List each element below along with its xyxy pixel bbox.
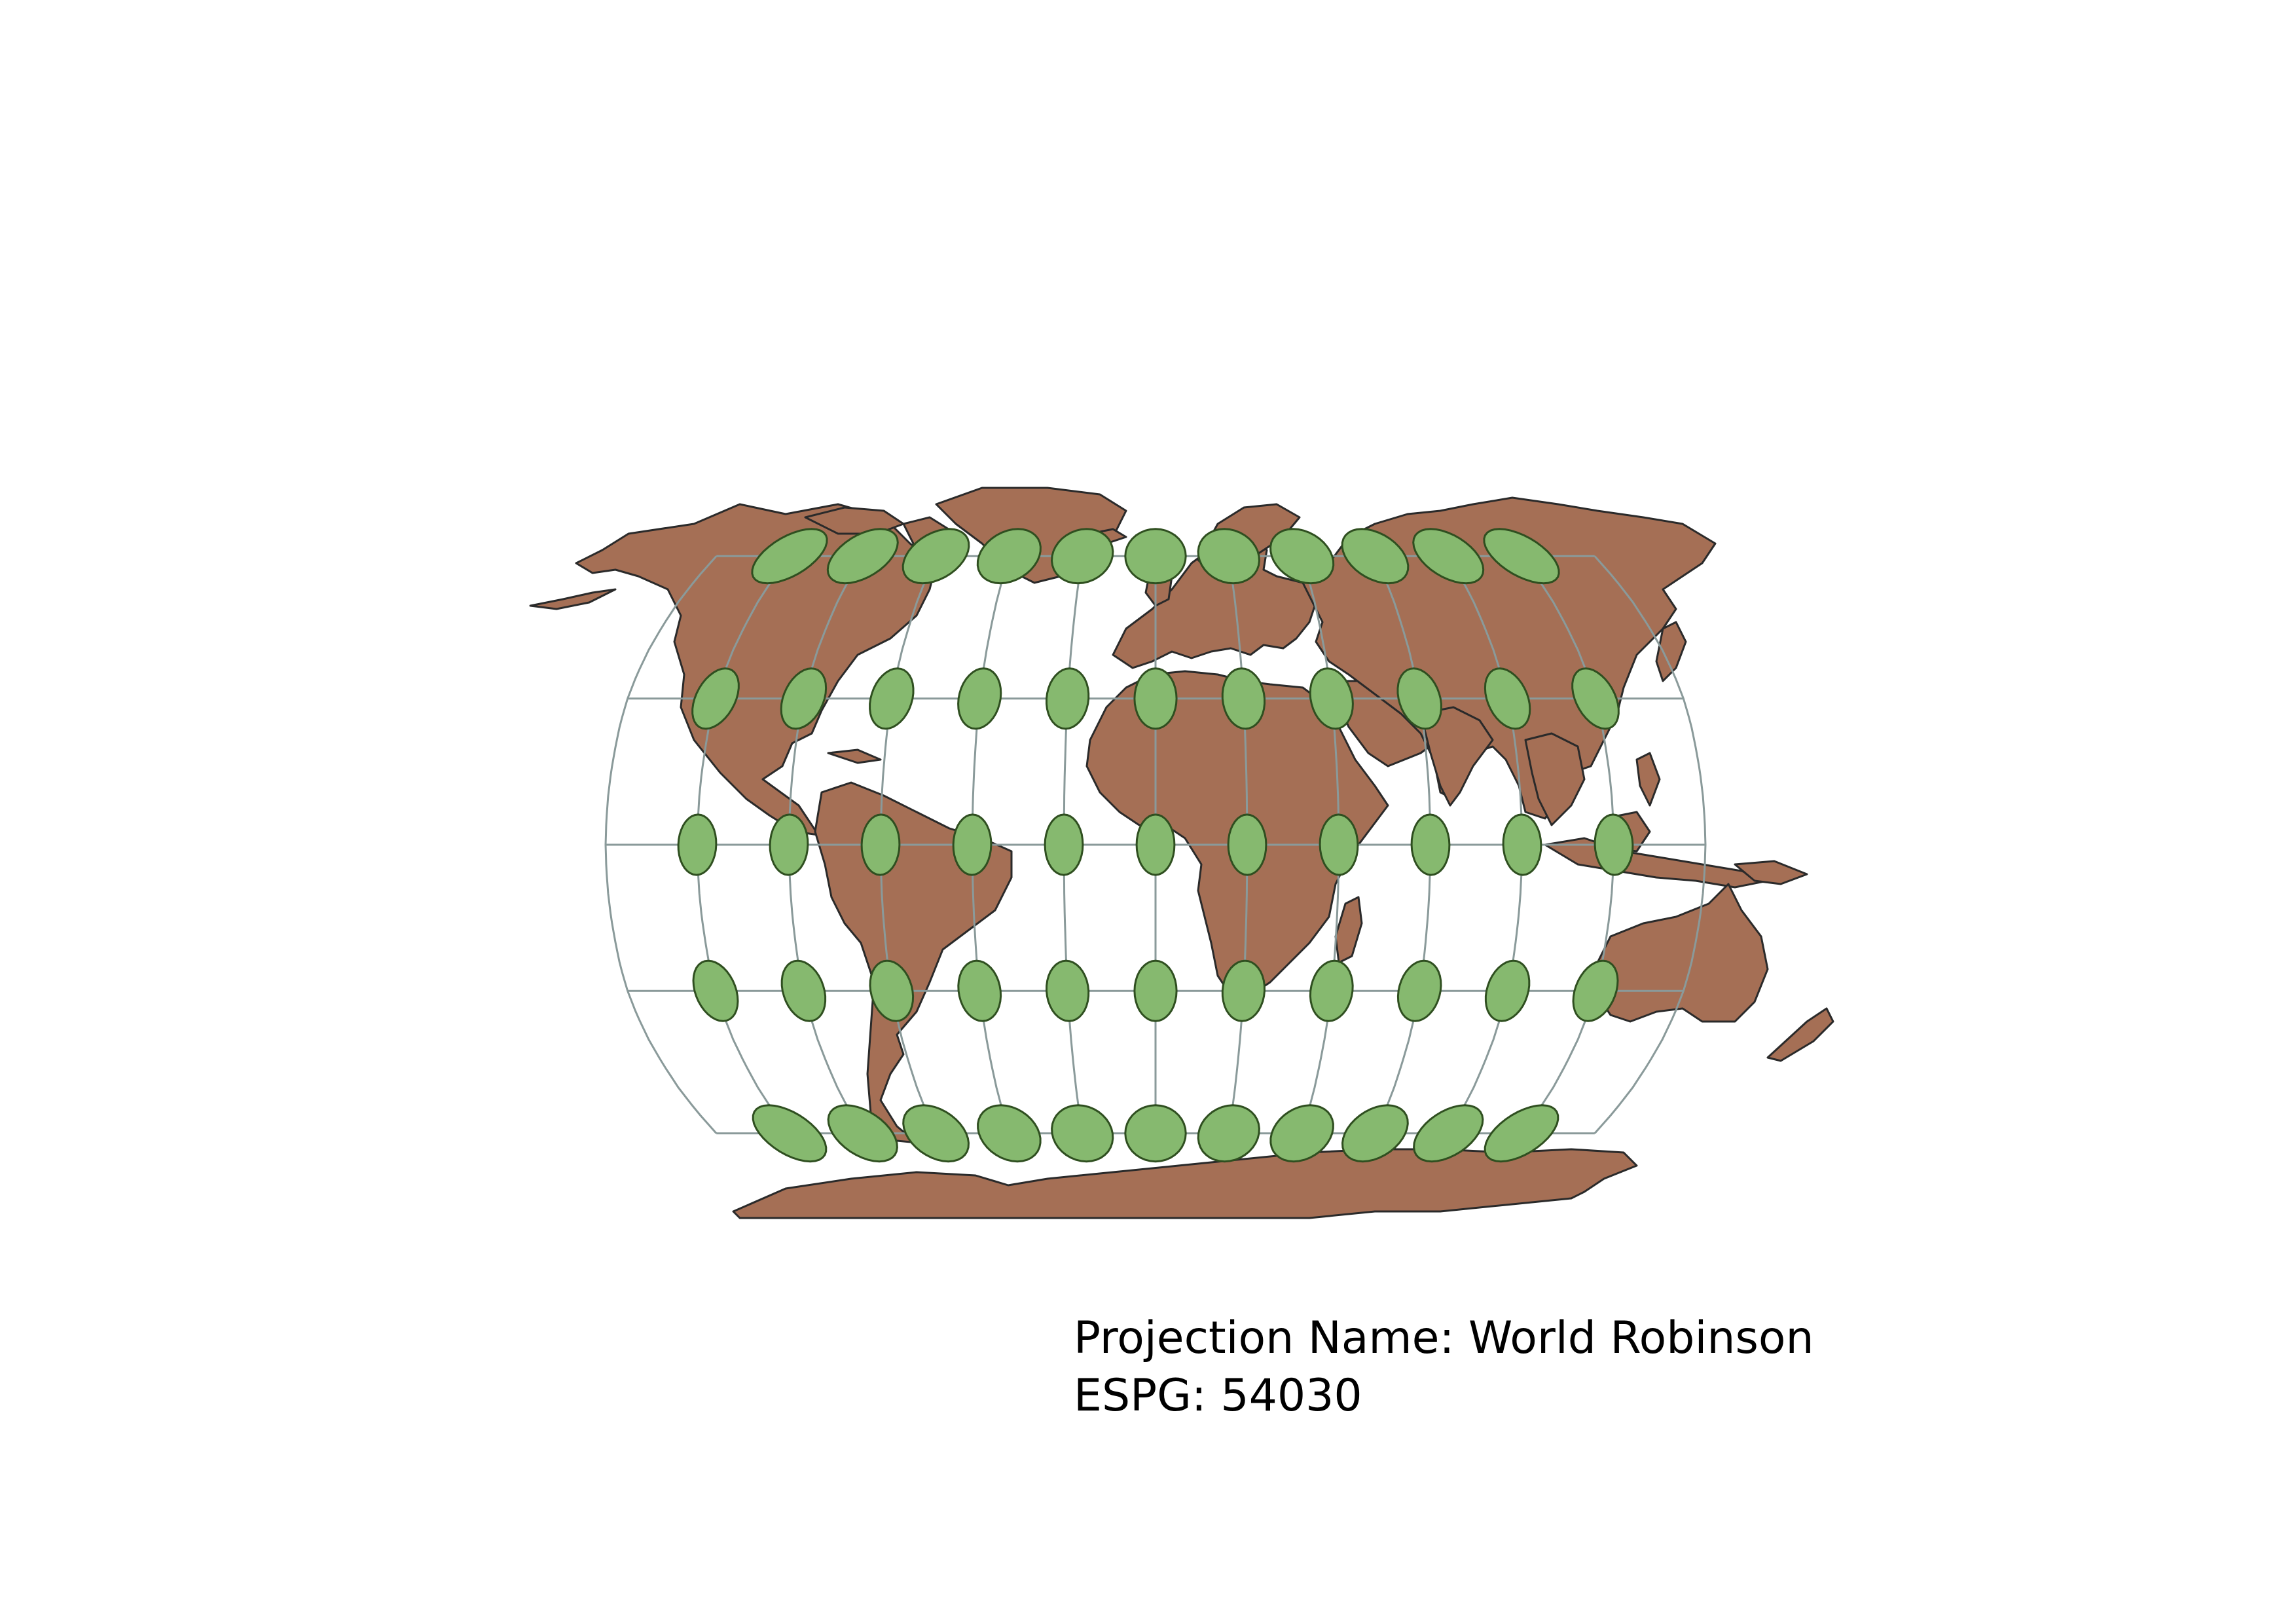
tissot-ellipse	[1269, 528, 1335, 585]
tissot-ellipse	[780, 667, 828, 730]
tissot-ellipse	[1133, 667, 1178, 730]
tissot-ellipse	[751, 528, 828, 585]
tissot-ellipse	[1396, 959, 1442, 1022]
island-japan	[1655, 621, 1687, 682]
tissot-ellipse	[780, 959, 827, 1022]
tissot-ellipse	[1502, 813, 1542, 876]
islands-philippines	[1635, 752, 1661, 807]
peninsula-indochina	[1524, 732, 1586, 826]
tissot-ellipse	[869, 667, 915, 730]
tissot-ellipse	[1044, 813, 1084, 876]
tissot-indicatrix-layer	[677, 528, 1634, 1163]
tissot-ellipse	[1269, 1104, 1334, 1163]
tissot-ellipse	[1571, 667, 1620, 730]
tissot-ellipse	[1412, 528, 1485, 585]
tissot-ellipse	[1484, 1104, 1559, 1163]
tissot-ellipse	[1051, 1104, 1114, 1163]
tissot-ellipse	[1483, 528, 1560, 585]
tissot-ellipse	[1410, 813, 1451, 876]
graticule-meridian	[604, 555, 718, 1134]
peninsula-india	[1419, 706, 1494, 807]
map-caption: Projection Name: World Robinson ESPG: 54…	[1074, 1310, 1814, 1425]
tissot-ellipse	[1319, 813, 1359, 876]
tissot-ellipse	[1413, 1104, 1484, 1163]
tissot-ellipse	[1341, 528, 1410, 585]
tissot-ellipse	[827, 1104, 898, 1163]
tissot-ellipse	[1572, 959, 1619, 1022]
tissot-ellipse	[1341, 1104, 1409, 1163]
tissot-ellipse	[902, 1104, 970, 1163]
tissot-ellipse	[957, 667, 1002, 730]
island-new-guinea	[1734, 860, 1808, 885]
tissot-ellipse	[677, 813, 718, 876]
tissot-ellipse	[1484, 959, 1531, 1022]
tissot-ellipse	[1309, 667, 1354, 730]
tissot-ellipse	[869, 959, 915, 1022]
tissot-ellipse	[1197, 528, 1261, 585]
tissot-ellipse	[952, 813, 993, 876]
tissot-ellipse	[1227, 813, 1267, 876]
tissot-ellipse	[976, 528, 1042, 585]
land-masses	[529, 487, 1834, 1219]
tissot-ellipse	[1124, 528, 1187, 585]
tissot-ellipse	[1046, 667, 1090, 730]
tissot-ellipse	[1050, 528, 1114, 585]
island-madagascar	[1334, 896, 1363, 964]
island-new-zealand	[1766, 1007, 1834, 1062]
tissot-ellipse	[1197, 1104, 1260, 1163]
tissot-ellipse	[860, 813, 901, 876]
coast-alaska	[529, 588, 617, 610]
projection-name-label: Projection Name: World Robinson	[1074, 1312, 1814, 1364]
tissot-ellipse	[1221, 667, 1266, 730]
tissot-ellipse	[1309, 959, 1354, 1022]
tissot-ellipse	[1594, 813, 1634, 876]
tissot-ellipse	[692, 959, 739, 1022]
tissot-ellipse	[1133, 959, 1178, 1022]
projection-code-label: ESPG: 54030	[1074, 1370, 1362, 1422]
tissot-ellipse	[1045, 959, 1090, 1022]
tissot-ellipse	[769, 813, 809, 876]
tissot-ellipse	[752, 1104, 828, 1163]
tissot-ellipse	[957, 959, 1002, 1022]
tissot-ellipse	[902, 528, 970, 585]
tissot-ellipse	[1484, 667, 1531, 730]
continent-australia	[1596, 883, 1769, 1023]
continent-antarctica	[732, 1148, 1638, 1219]
island-cuba	[827, 748, 882, 764]
tissot-ellipse	[1135, 813, 1176, 876]
tissot-ellipse	[1124, 1104, 1187, 1163]
tissot-ellipse	[1221, 959, 1266, 1022]
tissot-ellipse	[826, 528, 899, 585]
tissot-ellipse	[977, 1104, 1042, 1163]
graticule-meridian	[1594, 555, 1707, 1134]
tissot-ellipse	[1396, 667, 1442, 730]
tissot-ellipse	[691, 667, 740, 730]
